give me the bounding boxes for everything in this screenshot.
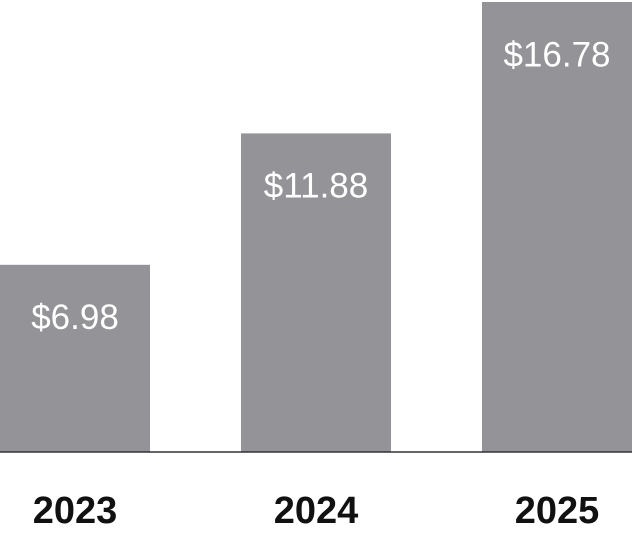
- value-label: $16.78: [503, 35, 610, 74]
- value-label: $11.88: [264, 167, 368, 206]
- x-tick-label: 2024: [274, 490, 359, 532]
- bar: [0, 264, 150, 452]
- value-label: $6.98: [31, 298, 119, 337]
- bar: [482, 2, 632, 452]
- x-tick-label: 2025: [515, 490, 600, 532]
- bar: [241, 133, 391, 452]
- x-tick-label: 2023: [33, 490, 118, 532]
